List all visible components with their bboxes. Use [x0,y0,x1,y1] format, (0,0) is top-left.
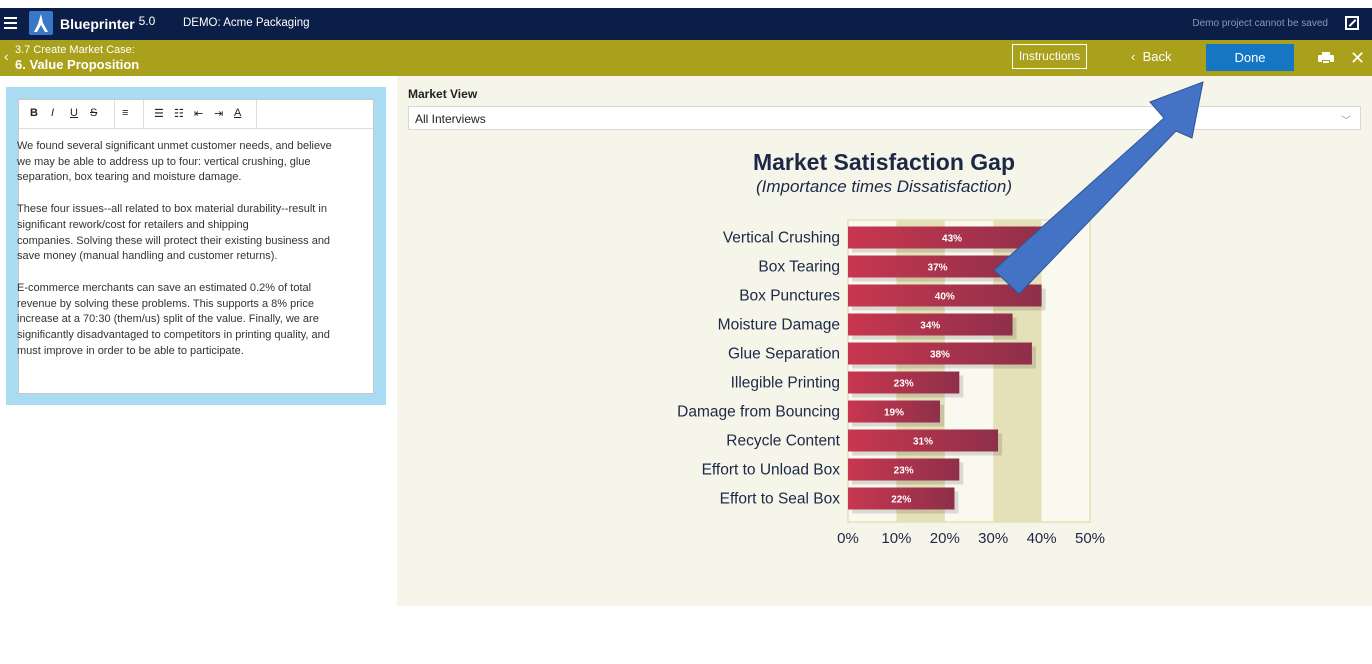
instructions-button[interactable]: Instructions [1012,44,1087,69]
print-icon[interactable] [1318,52,1334,64]
x-tick-label: 40% [1027,530,1057,547]
done-button[interactable]: Done [1206,44,1294,71]
bar-value-label: 22% [891,495,911,506]
bar [848,255,1028,278]
market-view-label: Market View [408,87,478,101]
chevron-left-icon: ‹ [1131,49,1136,64]
x-tick-label: 30% [978,530,1008,547]
bar [848,429,999,452]
bar [848,342,1032,365]
bullet-list-icon[interactable]: ☰ [154,108,164,120]
expand-icon[interactable] [1345,16,1359,30]
bold-button[interactable]: B [30,107,38,119]
category-label: Recycle Content [726,433,840,450]
italic-button[interactable]: I [51,107,55,119]
category-label: Illegible Printing [731,375,840,392]
blueprinter-logo-icon [29,11,53,35]
app-name-text: Blueprinter [60,16,135,32]
strikethrough-button[interactable]: S [90,107,98,119]
bar-value-label: 43% [942,234,962,245]
back-label: Back [1142,49,1172,64]
chart-subtitle: (Importance times Dissatisfaction) [755,177,1013,196]
bar-value-label: 37% [928,263,948,274]
bar-value-label: 23% [894,466,914,477]
close-icon[interactable]: ✕ [1350,48,1366,68]
editor-toolbar: B I U S ≡ ☰ ☷ ⇤ ⇥ A [19,100,373,129]
market-panel: Market View All Interviews ﹀ Market Sati… [397,76,1372,606]
paragraph: E-commerce merchants can save an estimat… [17,281,330,357]
outdent-icon[interactable]: ⇤ [194,108,204,120]
chart-title: Market Satisfaction Gap [752,149,1016,175]
top-bar: Blueprinter 5.0 DEMO: Acme Packaging Dem… [0,8,1372,40]
category-label: Box Tearing [758,259,840,276]
bar [848,313,1013,336]
notes-panel: B I U S ≡ ☰ ☷ ⇤ ⇥ A We found several sig… [6,87,386,405]
indent-icon[interactable]: ⇥ [214,108,224,120]
bar-value-label: 23% [894,379,914,390]
bar-value-label: 34% [920,321,940,332]
category-label: Effort to Unload Box [702,462,841,479]
bar [848,284,1042,307]
paragraph: These four issues--all related to box ma… [17,203,331,263]
chevron-down-icon: ﹀ [1341,116,1351,127]
breadcrumb: 3.7 Create Market Case: [15,44,135,56]
text-color-icon[interactable]: A [234,107,242,119]
step-bar: ‹ 3.7 Create Market Case: 6. Value Propo… [0,40,1372,76]
x-tick-label: 50% [1075,530,1105,547]
list-group: ☰ ☷ ⇤ ⇥ A [143,100,257,128]
x-tick-label: 20% [930,530,960,547]
bar-value-label: 19% [884,408,904,419]
page-title: 6. Value Proposition [15,57,140,72]
satisfaction-gap-chart: 43% Vertical Crushing 37% Box Tearing 40% Box… [677,219,1105,547]
align-left-icon[interactable]: ≡ [122,107,129,119]
category-label: Glue Separation [728,346,840,363]
paragraph: We found several significant unmet custo… [17,140,332,184]
demo-note: Demo project cannot be saved [1192,18,1328,29]
x-tick-label: 0% [837,530,859,547]
bar-value-label: 38% [930,350,950,361]
chevron-left-icon[interactable]: ‹ [4,48,9,64]
app-version: 5.0 [138,14,156,28]
project-name: DEMO: Acme Packaging [183,17,310,29]
format-group: B I U S [19,100,115,128]
category-label: Vertical Crushing [723,230,840,247]
hamburger-menu-icon[interactable] [4,17,17,31]
category-label: Box Punctures [739,288,840,305]
underline-button[interactable]: U [70,107,78,119]
bar-value-label: 31% [913,437,933,448]
rich-text-editor[interactable]: B I U S ≡ ☰ ☷ ⇤ ⇥ A [18,99,374,394]
bar-value-label: 40% [935,292,955,303]
category-label: Moisture Damage [718,317,840,334]
market-view-value: All Interviews [415,112,486,126]
numbered-list-icon[interactable]: ☷ [174,108,184,120]
bar [848,458,960,481]
editor-content[interactable]: We found several significant unmet custo… [17,139,351,375]
x-tick-label: 10% [881,530,911,547]
bar [848,487,955,510]
app-name: Blueprinter 5.0 [60,14,155,32]
back-button[interactable]: ‹ Back [1131,49,1171,64]
category-label: Damage from Bouncing [677,404,840,421]
align-group: ≡ [114,100,144,128]
category-label: Effort to Seal Box [720,491,841,508]
bar [848,400,940,423]
bar [848,371,960,394]
